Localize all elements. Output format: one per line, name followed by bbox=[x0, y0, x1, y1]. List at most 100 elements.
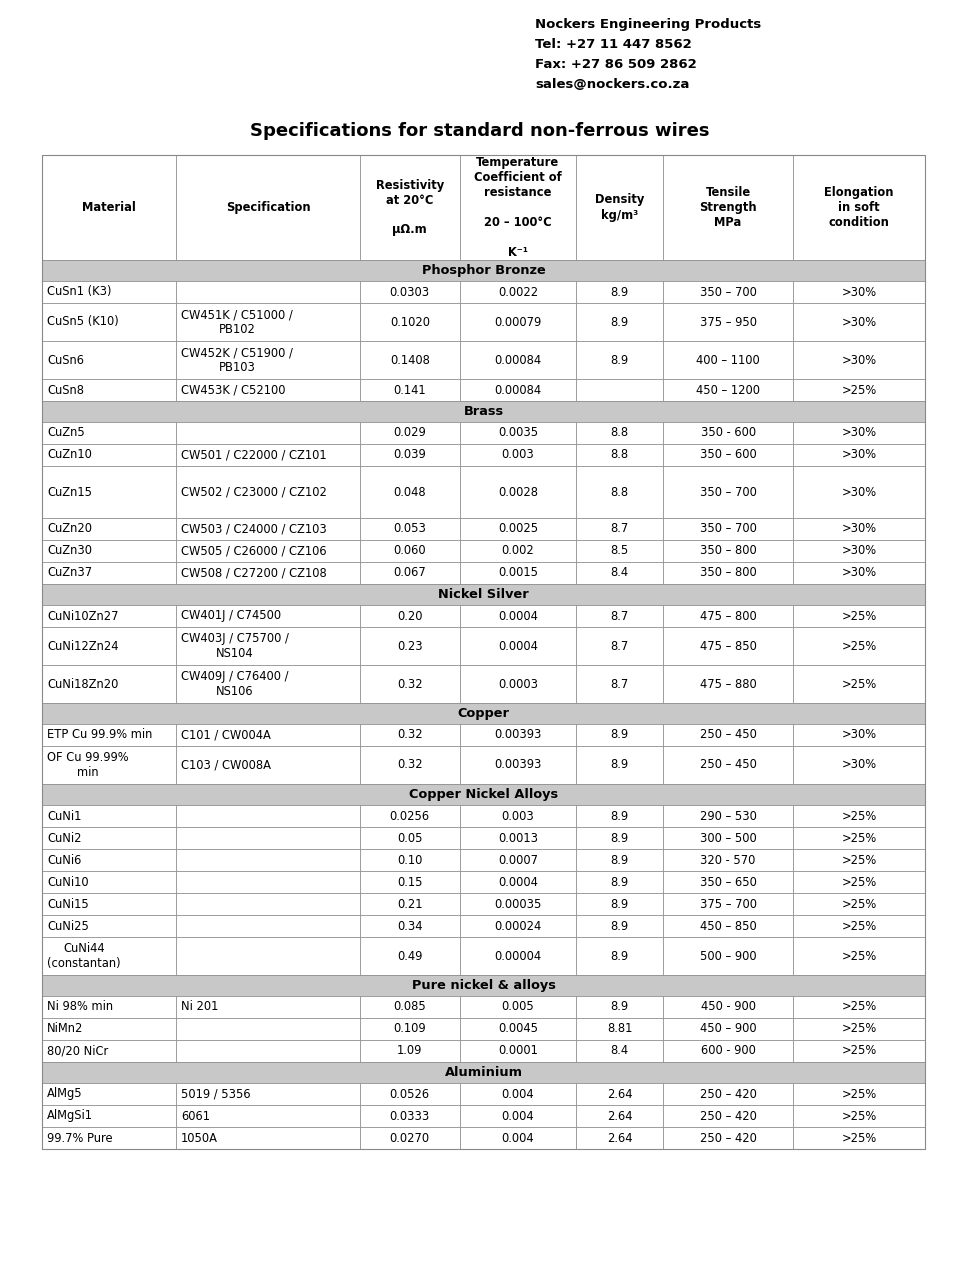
Text: Specifications for standard non-ferrous wires: Specifications for standard non-ferrous … bbox=[251, 121, 709, 141]
Text: Pure nickel & alloys: Pure nickel & alloys bbox=[412, 979, 556, 992]
Bar bbox=[42, 259, 925, 281]
Bar bbox=[662, 604, 793, 627]
Bar bbox=[42, 541, 177, 562]
Bar bbox=[662, 725, 793, 746]
Text: 8.8: 8.8 bbox=[611, 449, 629, 461]
Text: 0.00393: 0.00393 bbox=[494, 759, 541, 772]
Bar bbox=[576, 805, 662, 827]
Text: 450 – 1200: 450 – 1200 bbox=[696, 383, 760, 396]
Bar bbox=[662, 1127, 793, 1149]
Text: 0.0333: 0.0333 bbox=[390, 1109, 430, 1122]
Bar bbox=[793, 915, 925, 937]
Text: CW451K / C51000 /
PB102: CW451K / C51000 / PB102 bbox=[181, 308, 293, 336]
Text: CuSn5 (K10): CuSn5 (K10) bbox=[47, 316, 119, 328]
Bar bbox=[576, 341, 662, 380]
Bar bbox=[662, 155, 793, 259]
Bar bbox=[576, 872, 662, 893]
Bar bbox=[177, 380, 360, 401]
Text: >25%: >25% bbox=[842, 1088, 876, 1100]
Text: 6061: 6061 bbox=[181, 1109, 210, 1122]
Text: 0.003: 0.003 bbox=[501, 449, 535, 461]
Text: Specification: Specification bbox=[226, 201, 310, 213]
Text: Aluminium: Aluminium bbox=[444, 1066, 522, 1079]
Text: 300 – 500: 300 – 500 bbox=[700, 832, 756, 845]
Bar bbox=[662, 1105, 793, 1127]
Text: CW409J / C76400 /
NS106: CW409J / C76400 / NS106 bbox=[181, 670, 289, 698]
Bar bbox=[177, 541, 360, 562]
Text: 2.64: 2.64 bbox=[607, 1088, 633, 1100]
Text: 0.060: 0.060 bbox=[394, 544, 426, 557]
Text: 2.64: 2.64 bbox=[607, 1131, 633, 1145]
Bar bbox=[42, 604, 177, 627]
Bar bbox=[793, 281, 925, 303]
Text: Elongation
in soft
condition: Elongation in soft condition bbox=[825, 187, 894, 229]
Bar bbox=[662, 805, 793, 827]
Bar bbox=[460, 1019, 576, 1040]
Text: 0.0022: 0.0022 bbox=[498, 285, 538, 299]
Text: 450 – 900: 450 – 900 bbox=[700, 1022, 756, 1035]
Text: 0.0045: 0.0045 bbox=[498, 1022, 538, 1035]
Bar bbox=[42, 518, 177, 541]
Text: AlMg5: AlMg5 bbox=[47, 1088, 83, 1100]
Bar bbox=[576, 937, 662, 975]
Bar bbox=[460, 281, 576, 303]
Text: 350 – 800: 350 – 800 bbox=[700, 566, 756, 579]
Bar bbox=[177, 155, 360, 259]
Text: 0.003: 0.003 bbox=[501, 809, 535, 823]
Text: 0.32: 0.32 bbox=[396, 759, 422, 772]
Text: AlMgSi1: AlMgSi1 bbox=[47, 1109, 93, 1122]
Bar bbox=[360, 872, 460, 893]
Bar bbox=[177, 1019, 360, 1040]
Text: 8.81: 8.81 bbox=[607, 1022, 633, 1035]
Bar bbox=[793, 1082, 925, 1105]
Bar bbox=[576, 1019, 662, 1040]
Bar bbox=[460, 541, 576, 562]
Text: 0.029: 0.029 bbox=[394, 427, 426, 440]
Text: >30%: >30% bbox=[842, 427, 876, 440]
Text: >25%: >25% bbox=[842, 383, 876, 396]
Bar bbox=[662, 1082, 793, 1105]
Bar bbox=[42, 725, 177, 746]
Text: >25%: >25% bbox=[842, 919, 876, 933]
Bar bbox=[662, 341, 793, 380]
Bar bbox=[42, 872, 177, 893]
Bar bbox=[460, 915, 576, 937]
Text: 600 - 900: 600 - 900 bbox=[701, 1044, 756, 1057]
Text: CuZn30: CuZn30 bbox=[47, 544, 92, 557]
Text: CW501 / C22000 / CZ101: CW501 / C22000 / CZ101 bbox=[181, 449, 326, 461]
Text: 0.0025: 0.0025 bbox=[498, 523, 538, 535]
Text: 0.039: 0.039 bbox=[394, 449, 426, 461]
Bar bbox=[42, 380, 177, 401]
Bar bbox=[360, 937, 460, 975]
Bar bbox=[42, 827, 177, 849]
Text: CuNi6: CuNi6 bbox=[47, 854, 82, 866]
Bar bbox=[360, 805, 460, 827]
Text: 8.9: 8.9 bbox=[611, 875, 629, 888]
Bar bbox=[177, 341, 360, 380]
Text: 320 - 570: 320 - 570 bbox=[701, 854, 756, 866]
Text: >25%: >25% bbox=[842, 1044, 876, 1057]
Text: 2.64: 2.64 bbox=[607, 1109, 633, 1122]
Bar bbox=[576, 1082, 662, 1105]
Text: Nockers Engineering Products: Nockers Engineering Products bbox=[535, 18, 761, 31]
Text: CuNi18Zn20: CuNi18Zn20 bbox=[47, 677, 118, 690]
Text: 375 – 950: 375 – 950 bbox=[700, 316, 756, 328]
Bar bbox=[177, 518, 360, 541]
Text: 0.00035: 0.00035 bbox=[494, 897, 541, 910]
Bar bbox=[460, 1127, 576, 1149]
Text: 0.00393: 0.00393 bbox=[494, 728, 541, 741]
Bar bbox=[177, 562, 360, 584]
Text: 0.00024: 0.00024 bbox=[494, 919, 541, 933]
Text: CuNi2: CuNi2 bbox=[47, 832, 82, 845]
Bar bbox=[460, 562, 576, 584]
Text: 450 - 900: 450 - 900 bbox=[701, 1001, 756, 1013]
Text: 1.09: 1.09 bbox=[397, 1044, 422, 1057]
Text: 8.9: 8.9 bbox=[611, 354, 629, 367]
Bar bbox=[460, 937, 576, 975]
Text: 250 – 420: 250 – 420 bbox=[700, 1131, 756, 1145]
Bar bbox=[576, 303, 662, 341]
Bar bbox=[42, 401, 925, 422]
Bar bbox=[460, 996, 576, 1019]
Bar bbox=[793, 996, 925, 1019]
Bar bbox=[460, 827, 576, 849]
